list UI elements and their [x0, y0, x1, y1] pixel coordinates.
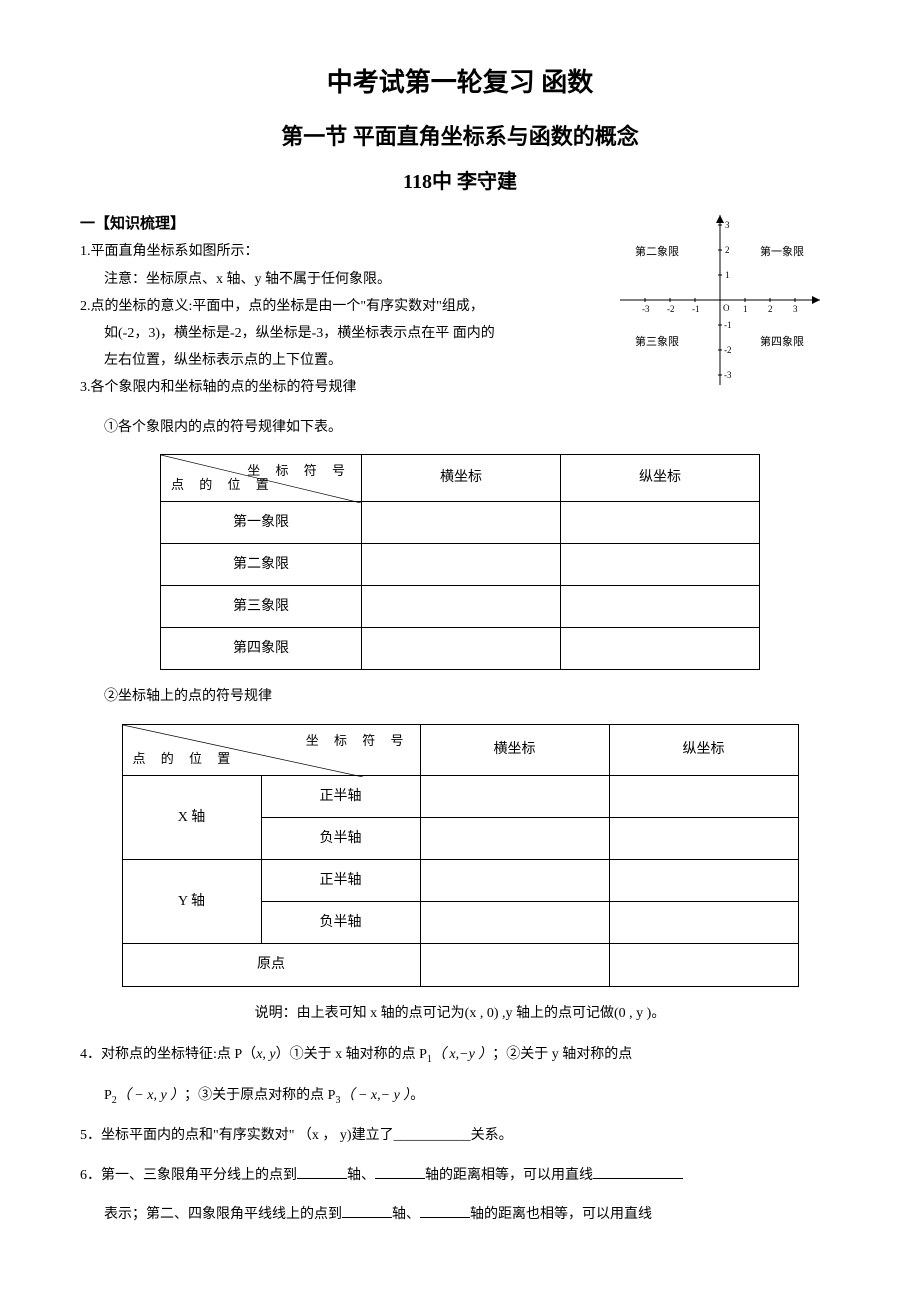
t1-r1c2 [362, 501, 561, 543]
item6-line1: 6．第一、三象限角平分线上的点到 轴、 轴的距离相等，可以用直线 [80, 1163, 840, 1188]
svg-text:-2: -2 [667, 304, 675, 314]
svg-text:-1: -1 [724, 320, 732, 330]
t1-row1: 第一象限 [161, 501, 362, 543]
t2-y-neg: 负半轴 [261, 902, 420, 944]
item2-line1: 2.点的坐标的意义:平面中，点的坐标是由一个"有序实数对"组成， [80, 294, 610, 319]
t1-row4: 第四象限 [161, 628, 362, 670]
t2-yp-v [609, 860, 798, 902]
t2-yn-h [420, 902, 609, 944]
item3-sub1: ①各个象限内的点的符号规律如下表。 [80, 415, 840, 440]
p3-coords: （ − x,− y ） [340, 1088, 410, 1103]
blank3 [593, 1164, 683, 1179]
t2-origin: 原点 [122, 944, 420, 986]
quadrant-sign-table: 坐 标 符 号 点 的 位 置 横坐标 纵坐标 第一象限 第二象限 第三象限 第… [160, 454, 760, 671]
main-title: 中考试第一轮复习 函数 [80, 60, 840, 107]
t2-diag-bottom: 点 的 位 置 [133, 747, 237, 770]
svg-text:-1: -1 [692, 304, 700, 314]
blank2 [375, 1164, 425, 1179]
item4-part1: ）①关于 x 轴对称的点 P [276, 1047, 427, 1062]
svg-text:2: 2 [725, 245, 730, 255]
t2-yn-v [609, 902, 798, 944]
t2-col3: 纵坐标 [609, 724, 798, 775]
t1-r2c3 [561, 543, 760, 585]
item4-part3: ；③关于原点对称的点 P [184, 1088, 335, 1103]
t2-o-v [609, 944, 798, 986]
t1-r2c2 [362, 543, 561, 585]
item2-line3: 左右位置，纵坐标表示点的上下位置。 [80, 348, 610, 373]
sub-title: 第一节 平面直角坐标系与函数的概念 [80, 117, 840, 157]
svg-text:-2: -2 [724, 345, 732, 355]
table2-note: 说明：由上表可知 x 轴的点可记为(x , 0) ,y 轴上的点可记做(0 , … [80, 1001, 840, 1026]
t2-o-h [420, 944, 609, 986]
t2-yp-h [420, 860, 609, 902]
blank1 [297, 1164, 347, 1179]
svg-text:1: 1 [725, 270, 730, 280]
t2-diag-top: 坐 标 符 号 [306, 729, 410, 752]
svg-text:3: 3 [725, 220, 730, 230]
blank4 [342, 1203, 392, 1218]
quad2-label: 第二象限 [635, 244, 679, 258]
p-coords: x, y [256, 1047, 275, 1062]
item4: 4．对称点的坐标特征:点 P（x, y）①关于 x 轴对称的点 P1（ x,−y… [80, 1042, 840, 1069]
item6-2b: 轴、 [392, 1207, 420, 1222]
item6-1a: 6．第一、三象限角平分线上的点到 [80, 1168, 297, 1183]
svg-text:O: O [723, 303, 730, 313]
p2-coords: （ − x, y ） [117, 1088, 184, 1103]
item6-line2: 表示；第二、四象限角平线线上的点到 轴、 轴的距离也相等，可以用直线 [80, 1202, 840, 1227]
t1-row2: 第二象限 [161, 543, 362, 585]
author-title: 118中 李守建 [80, 164, 840, 200]
section-header: 一【知识梳理】 [80, 210, 610, 237]
item3-line1: 3.各个象限内和坐标轴的点的坐标的符号规律 [80, 375, 610, 400]
item6-1c: 轴的距离相等，可以用直线 [425, 1168, 593, 1183]
t2-xn-v [609, 817, 798, 859]
quad4-label: 第四象限 [760, 334, 804, 348]
t1-row3: 第三象限 [161, 586, 362, 628]
svg-text:2: 2 [768, 304, 773, 314]
svg-text:3: 3 [793, 304, 798, 314]
t2-yaxis: Y 轴 [122, 860, 261, 944]
t2-y-pos: 正半轴 [261, 860, 420, 902]
svg-text:1: 1 [743, 304, 748, 314]
item4-suffix: 。 [410, 1088, 424, 1103]
quad1-label: 第一象限 [760, 244, 804, 258]
t2-col2: 横坐标 [420, 724, 609, 775]
axis-sign-table: 坐 标 符 号 点 的 位 置 横坐标 纵坐标 X 轴 正半轴 负半轴 Y 轴 … [122, 724, 799, 987]
t1-col3: 纵坐标 [561, 454, 760, 501]
item4-line2: P2（ − x, y ）；③关于原点对称的点 P3（ − x,− y ）。 [80, 1083, 840, 1110]
t1-r4c2 [362, 628, 561, 670]
item4-part2: ；②关于 y 轴对称的点 [492, 1047, 632, 1062]
t2-xn-h [420, 817, 609, 859]
item1-line2: 注意：坐标原点、x 轴、y 轴不属于任何象限。 [80, 267, 610, 292]
t1-r3c3 [561, 586, 760, 628]
svg-text:-3: -3 [642, 304, 650, 314]
t1-r1c3 [561, 501, 760, 543]
item6-2a: 表示；第二、四象限角平线线上的点到 [104, 1207, 342, 1222]
t1-diag-bottom: 点 的 位 置 [171, 473, 275, 496]
item6-2c: 轴的距离也相等，可以用直线 [470, 1207, 652, 1222]
t2-x-neg: 负半轴 [261, 817, 420, 859]
t2-xp-v [609, 775, 798, 817]
t2-xaxis: X 轴 [122, 775, 261, 859]
item1-line1: 1.平面直角坐标系如图所示： [80, 239, 610, 264]
item2-line2: 如(-2，3)，横坐标是-2，纵坐标是-3，横坐标表示点在平 面内的 [80, 321, 610, 346]
item4-l2-prefix: P [104, 1088, 112, 1103]
p1-coords: （ x,−y ） [432, 1047, 492, 1062]
quad3-label: 第三象限 [635, 334, 679, 348]
t2-xp-h [420, 775, 609, 817]
item5: 5．坐标平面内的点和"有序实数对" （x ， y)建立了___________关… [80, 1123, 840, 1148]
item6-1b: 轴、 [347, 1168, 375, 1183]
t2-x-pos: 正半轴 [261, 775, 420, 817]
blank5 [420, 1203, 470, 1218]
item4-prefix: 4．对称点的坐标特征:点 P（ [80, 1047, 256, 1062]
svg-text:-3: -3 [724, 370, 732, 380]
t1-r3c2 [362, 586, 561, 628]
coordinate-plane-diagram: -3 -2 -1 O 1 2 3 1 2 3 -1 -2 -3 第一象限 第二象… [610, 210, 830, 390]
t1-col2: 横坐标 [362, 454, 561, 501]
item3-sub2: ②坐标轴上的点的符号规律 [80, 684, 840, 709]
t1-r4c3 [561, 628, 760, 670]
